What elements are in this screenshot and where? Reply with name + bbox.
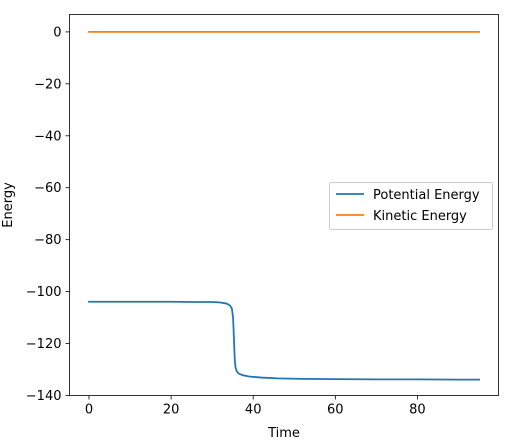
x-axis-ticks: 0 20 40 60 80 bbox=[85, 395, 426, 418]
y-tick-label: 0 bbox=[53, 25, 61, 40]
x-tick-label: 20 bbox=[163, 403, 180, 418]
y-tick-label: −140 bbox=[26, 389, 62, 404]
y-axis-ticks: 0 −20 −40 −60 −80 −100 −120 −140 bbox=[26, 25, 70, 404]
x-tick-label: 0 bbox=[85, 403, 93, 418]
x-tick-label: 60 bbox=[327, 403, 344, 418]
x-tick-label: 40 bbox=[245, 403, 262, 418]
y-axis-label: Energy bbox=[1, 182, 16, 228]
y-tick-label: −20 bbox=[34, 77, 61, 92]
y-tick-label: −120 bbox=[26, 337, 62, 352]
plot-frame bbox=[69, 14, 499, 396]
y-tick-label: −60 bbox=[34, 181, 61, 196]
series-line-potential-energy bbox=[88, 300, 480, 381]
legend-label-kinetic-energy: Kinetic Energy bbox=[373, 209, 467, 224]
plot-lines bbox=[88, 31, 480, 381]
legend-label-potential-energy: Potential Energy bbox=[373, 188, 480, 203]
legend: Potential Energy Kinetic Energy bbox=[329, 182, 493, 230]
x-tick-label: 80 bbox=[409, 403, 426, 418]
y-tick-label: −40 bbox=[34, 129, 61, 144]
legend-box bbox=[329, 182, 493, 230]
y-tick-label: −100 bbox=[26, 285, 62, 300]
y-tick-label: −80 bbox=[34, 233, 61, 248]
x-axis-label: Time bbox=[267, 426, 300, 441]
